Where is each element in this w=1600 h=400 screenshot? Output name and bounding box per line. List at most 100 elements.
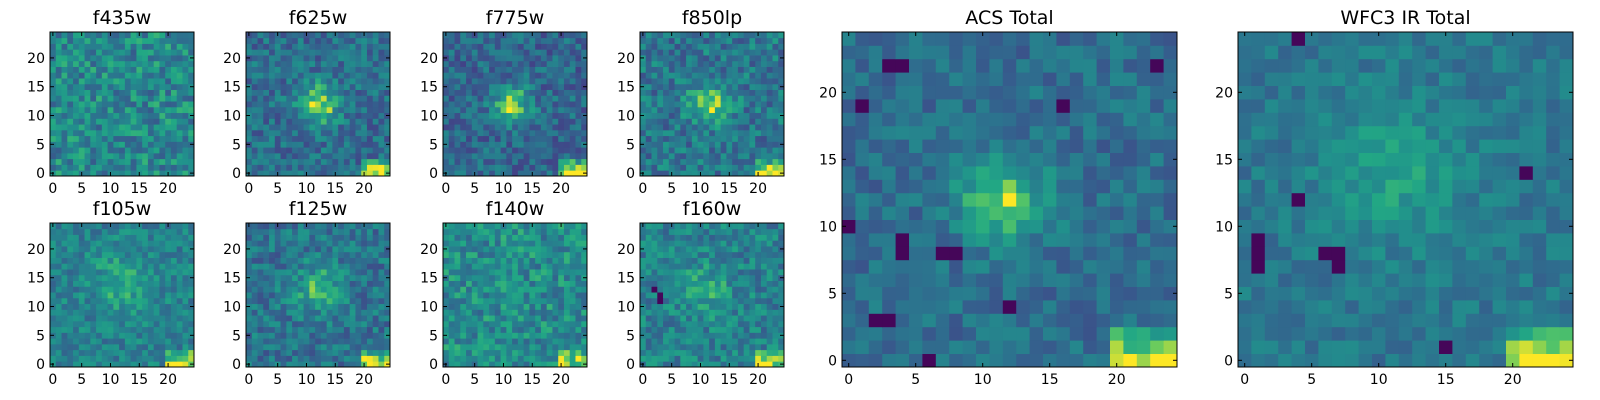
heatmap-cell bbox=[714, 309, 722, 316]
heatmap-cell bbox=[165, 292, 172, 299]
heatmap-cell bbox=[153, 118, 160, 125]
heatmap-cell bbox=[315, 349, 322, 356]
heatmap-cell bbox=[320, 338, 328, 345]
heatmap-cell bbox=[292, 326, 299, 333]
heatmap-cell bbox=[320, 112, 328, 119]
heatmap-cell bbox=[96, 269, 103, 276]
heatmap-cell bbox=[489, 251, 496, 258]
heatmap-cell bbox=[663, 170, 670, 177]
heatmap-cell bbox=[320, 257, 328, 264]
heatmap-cell bbox=[517, 269, 525, 276]
heatmap-cell bbox=[454, 49, 461, 56]
heatmap-cell bbox=[136, 43, 143, 50]
heatmap-cell bbox=[61, 320, 68, 328]
heatmap-cell bbox=[136, 158, 143, 165]
heatmap-cell bbox=[489, 124, 496, 131]
heatmap-cell bbox=[674, 101, 681, 108]
heatmap-cell bbox=[640, 78, 647, 85]
heatmap-cell bbox=[512, 101, 519, 108]
heatmap-cell bbox=[136, 129, 143, 137]
heatmap-cell bbox=[269, 32, 276, 39]
heatmap-cell bbox=[477, 60, 484, 67]
heatmap-cell bbox=[176, 315, 183, 322]
heatmap-cell bbox=[778, 320, 785, 328]
heatmap-cell bbox=[743, 343, 750, 351]
heatmap-cell bbox=[535, 286, 542, 293]
heatmap-cell bbox=[569, 72, 576, 79]
heatmap-cell bbox=[96, 240, 103, 247]
heatmap-cell bbox=[96, 234, 103, 241]
heatmap-cell bbox=[90, 286, 97, 293]
heatmap-cell bbox=[55, 164, 62, 171]
heatmap-cell bbox=[90, 32, 97, 39]
heatmap-cell bbox=[563, 89, 571, 96]
heatmap-cell bbox=[320, 315, 328, 322]
heatmap-cell bbox=[355, 158, 362, 165]
heatmap-cell bbox=[338, 170, 345, 177]
heatmap-cell bbox=[471, 257, 478, 264]
heatmap-cell bbox=[176, 32, 183, 39]
heatmap-cell bbox=[471, 246, 478, 253]
heatmap-cell bbox=[147, 297, 155, 305]
heatmap-cell bbox=[263, 251, 270, 258]
heatmap-cell bbox=[113, 223, 120, 230]
heatmap-cell bbox=[269, 141, 276, 148]
heatmap-cell bbox=[297, 332, 304, 339]
heatmap-cell bbox=[575, 101, 582, 108]
heatmap-cell bbox=[552, 78, 559, 85]
heatmap-cell bbox=[332, 118, 339, 125]
heatmap-cell bbox=[361, 292, 368, 299]
heatmap-cell bbox=[535, 343, 542, 351]
heatmap-cell bbox=[443, 147, 450, 154]
heatmap-cell bbox=[78, 292, 85, 299]
heatmap-cell bbox=[119, 95, 126, 102]
heatmap-cell bbox=[78, 101, 85, 108]
heatmap-cell bbox=[552, 170, 559, 177]
heatmap-cell bbox=[569, 286, 576, 293]
heatmap-cell bbox=[257, 326, 264, 333]
heatmap-cell bbox=[343, 303, 351, 310]
heatmap-cell bbox=[165, 89, 172, 96]
heatmap-cell bbox=[460, 101, 467, 108]
heatmap-cell bbox=[309, 43, 316, 50]
heatmap-cell bbox=[251, 129, 258, 137]
heatmap-cell bbox=[512, 240, 519, 247]
heatmap-cell bbox=[315, 251, 322, 258]
heatmap-cell bbox=[668, 320, 675, 328]
heatmap-cell bbox=[372, 89, 379, 96]
heatmap-cell bbox=[332, 89, 339, 96]
heatmap-cell bbox=[494, 135, 501, 142]
heatmap-cell bbox=[355, 106, 362, 114]
heatmap-cell bbox=[182, 106, 189, 114]
heatmap-cell bbox=[454, 106, 461, 114]
heatmap-cell bbox=[182, 263, 189, 270]
heatmap-cell bbox=[107, 60, 114, 67]
heatmap-cell bbox=[101, 223, 108, 230]
heatmap-cell bbox=[119, 320, 126, 328]
heatmap-cell bbox=[657, 129, 664, 137]
heatmap-cell bbox=[477, 72, 484, 79]
heatmap-cell bbox=[96, 170, 103, 177]
heatmap-cell bbox=[274, 355, 281, 362]
heatmap-cell bbox=[517, 135, 525, 142]
heatmap-cell bbox=[280, 286, 287, 293]
heatmap-cell bbox=[153, 43, 160, 50]
heatmap-cell bbox=[448, 147, 455, 154]
heatmap-cell bbox=[540, 292, 548, 299]
heatmap-cell bbox=[755, 106, 762, 114]
heatmap-cell bbox=[460, 95, 467, 102]
heatmap-cell bbox=[523, 223, 530, 230]
heatmap-cell bbox=[581, 355, 588, 362]
heatmap-cell bbox=[165, 269, 172, 276]
heatmap-cell bbox=[743, 32, 750, 39]
heatmap-cell bbox=[506, 66, 513, 73]
heatmap-cell bbox=[263, 355, 270, 362]
heatmap-cell bbox=[651, 332, 658, 339]
heatmap-cell bbox=[84, 164, 91, 171]
heatmap-cell bbox=[529, 164, 536, 171]
heatmap-cell bbox=[500, 147, 507, 154]
heatmap-cell bbox=[90, 355, 97, 362]
heatmap-cell bbox=[136, 355, 143, 362]
heatmap-cell bbox=[73, 361, 80, 368]
heatmap-cell bbox=[90, 320, 97, 328]
